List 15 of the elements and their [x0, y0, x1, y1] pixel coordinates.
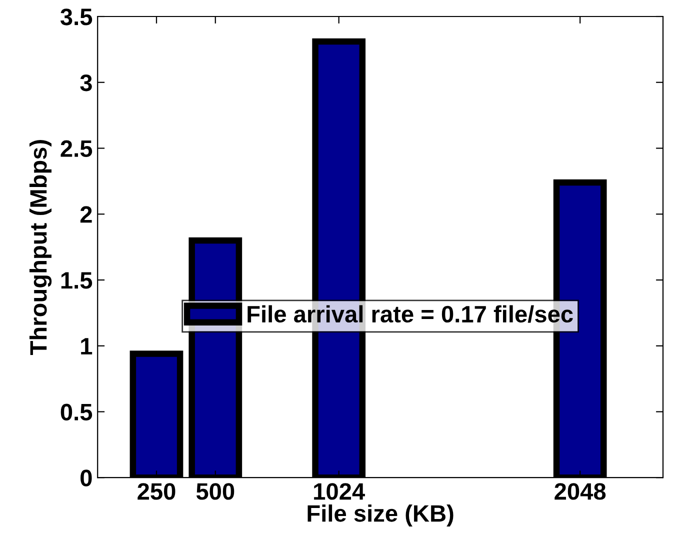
- x-tick-label: 250: [138, 483, 176, 500]
- x-axis-title: File size (KB): [308, 504, 454, 526]
- y-axis-title: Throughput (Mbps): [29, 140, 52, 355]
- y-tick-label: 2.5: [60, 140, 92, 158]
- y-tick-label: 1: [81, 338, 92, 354]
- x-tick-label: 1024: [314, 483, 365, 500]
- x-tick-label: 2048: [554, 483, 606, 500]
- x-tick-label: 500: [196, 483, 234, 500]
- legend-label: File arrival rate = 0.17 file/sec: [248, 305, 573, 323]
- y-tick-label: 1.5: [61, 272, 92, 289]
- y-tick-label: 2: [80, 206, 92, 223]
- y-tick-label: 3: [80, 74, 92, 92]
- y-tick-label: 0: [80, 470, 92, 486]
- y-tick-label: 0.5: [60, 404, 92, 421]
- y-tick-label: 3.5: [60, 8, 92, 26]
